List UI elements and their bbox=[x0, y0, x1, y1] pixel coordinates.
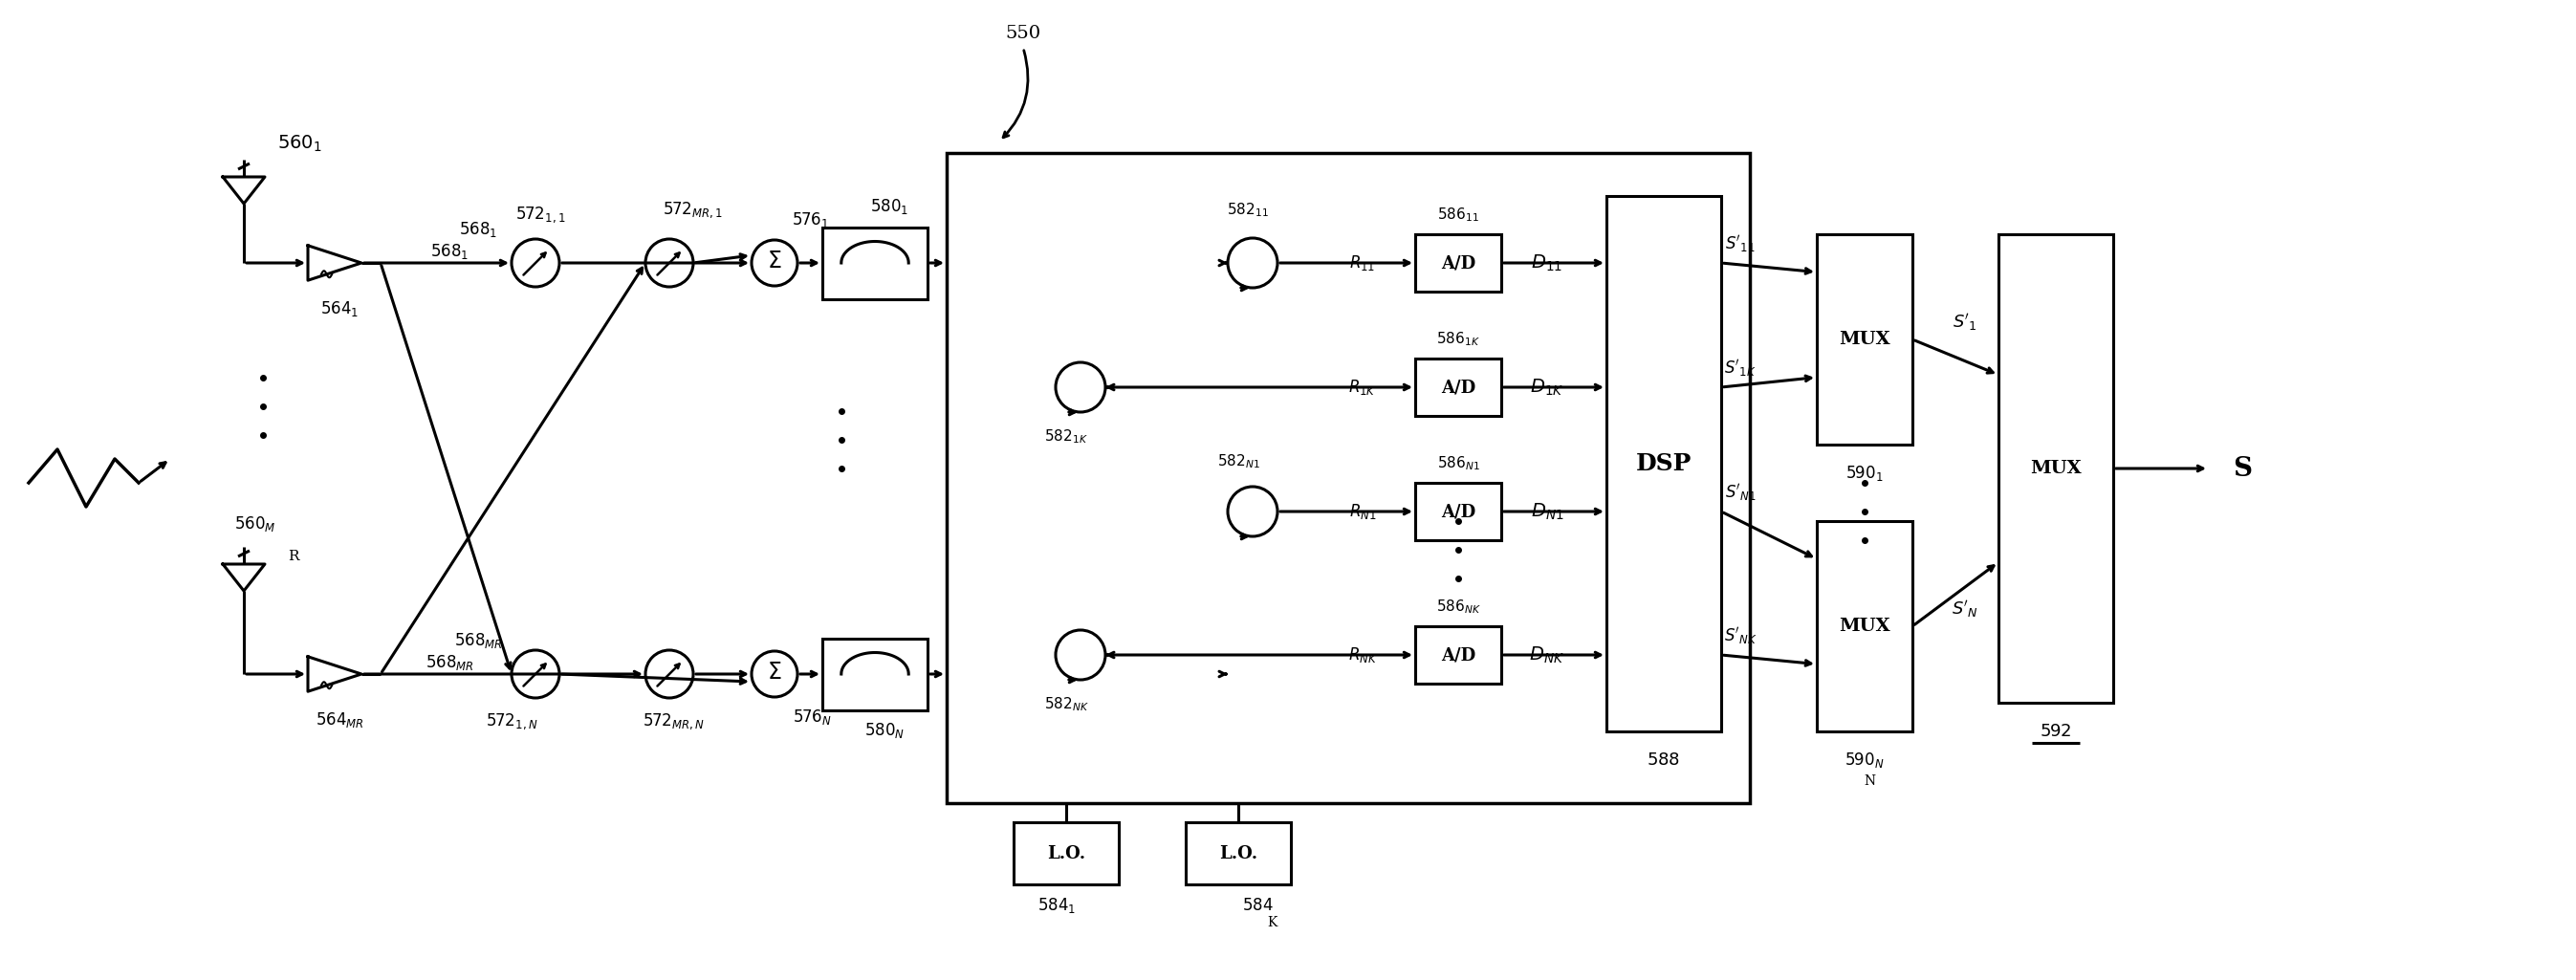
Text: MUX: MUX bbox=[1839, 617, 1891, 635]
Text: $590_N$: $590_N$ bbox=[1844, 751, 1886, 769]
Circle shape bbox=[1056, 363, 1105, 412]
Bar bbox=[822, 638, 927, 710]
Text: $R_{11}$: $R_{11}$ bbox=[1350, 254, 1376, 272]
Text: $586_{N1}$: $586_{N1}$ bbox=[1437, 455, 1479, 472]
Text: $572_{1,N}$: $572_{1,N}$ bbox=[484, 712, 538, 732]
Text: $586_{1K}$: $586_{1K}$ bbox=[1437, 330, 1481, 348]
Text: A/D: A/D bbox=[1440, 378, 1476, 396]
Text: $S'_1$: $S'_1$ bbox=[1953, 312, 1978, 333]
Text: $560_M$: $560_M$ bbox=[234, 514, 276, 533]
Bar bbox=[1999, 234, 2112, 703]
Bar bbox=[1414, 359, 1502, 416]
Bar bbox=[1185, 822, 1291, 884]
Text: $S'_{11}$: $S'_{11}$ bbox=[1726, 233, 1754, 255]
Text: $582_{N1}$: $582_{N1}$ bbox=[1216, 453, 1260, 470]
Circle shape bbox=[1056, 630, 1105, 680]
Text: $584$: $584$ bbox=[1242, 898, 1273, 913]
Text: A/D: A/D bbox=[1440, 503, 1476, 520]
Circle shape bbox=[1229, 238, 1278, 288]
Text: $568_1$: $568_1$ bbox=[430, 242, 469, 261]
Circle shape bbox=[1229, 487, 1278, 536]
Text: MUX: MUX bbox=[1839, 331, 1891, 348]
Circle shape bbox=[513, 239, 559, 287]
Text: $568_1$: $568_1$ bbox=[459, 220, 497, 239]
Text: $590_1$: $590_1$ bbox=[1847, 464, 1883, 483]
Text: 550: 550 bbox=[1005, 24, 1041, 42]
Text: $584_1$: $584_1$ bbox=[1038, 896, 1077, 915]
Bar bbox=[1414, 483, 1502, 540]
Text: $S'_{N1}$: $S'_{N1}$ bbox=[1723, 482, 1757, 503]
Text: R: R bbox=[289, 550, 299, 564]
Text: $576_1$: $576_1$ bbox=[793, 211, 829, 229]
Circle shape bbox=[647, 650, 693, 698]
Text: A/D: A/D bbox=[1440, 255, 1476, 271]
Bar bbox=[1816, 521, 1911, 731]
Text: $564_1$: $564_1$ bbox=[319, 299, 358, 318]
Bar bbox=[1414, 626, 1502, 684]
Text: N: N bbox=[1862, 774, 1875, 788]
Text: $572_{1,1}$: $572_{1,1}$ bbox=[515, 205, 564, 225]
Bar bbox=[1012, 822, 1118, 884]
Text: $D_{N1}$: $D_{N1}$ bbox=[1530, 502, 1564, 521]
Text: $R_{N1}$: $R_{N1}$ bbox=[1350, 502, 1376, 521]
Text: $D_{1K}$: $D_{1K}$ bbox=[1530, 377, 1564, 398]
Circle shape bbox=[647, 239, 693, 287]
Bar bbox=[1816, 234, 1911, 445]
Text: S: S bbox=[2233, 456, 2251, 481]
Text: $R_{NK}$: $R_{NK}$ bbox=[1347, 646, 1378, 664]
Text: $S'_{1K}$: $S'_{1K}$ bbox=[1723, 358, 1757, 378]
Text: $568_{MR}$: $568_{MR}$ bbox=[453, 631, 502, 650]
Text: $\Sigma$: $\Sigma$ bbox=[768, 662, 783, 684]
Text: $S'_N$: $S'_N$ bbox=[1953, 599, 1978, 619]
Text: $582_{11}$: $582_{11}$ bbox=[1226, 202, 1270, 220]
Circle shape bbox=[752, 651, 799, 697]
Text: L.O.: L.O. bbox=[1218, 845, 1257, 862]
Text: $572_{MR,N}$: $572_{MR,N}$ bbox=[644, 712, 706, 732]
Text: $586_{NK}$: $586_{NK}$ bbox=[1435, 598, 1481, 616]
Bar bbox=[822, 227, 927, 299]
Text: L.O.: L.O. bbox=[1046, 845, 1084, 862]
Circle shape bbox=[513, 650, 559, 698]
Text: $576_N$: $576_N$ bbox=[793, 708, 832, 726]
Text: $582_{NK}$: $582_{NK}$ bbox=[1043, 696, 1090, 713]
Text: $560_1$: $560_1$ bbox=[278, 133, 322, 154]
Bar bbox=[1607, 196, 1721, 731]
Text: $S'_{NK}$: $S'_{NK}$ bbox=[1723, 625, 1757, 647]
Text: $588$: $588$ bbox=[1646, 752, 1680, 768]
Text: $592$: $592$ bbox=[2040, 723, 2071, 740]
Bar bbox=[1414, 234, 1502, 292]
Bar bbox=[945, 153, 1749, 804]
Text: $\Sigma$: $\Sigma$ bbox=[768, 251, 783, 273]
Text: $582_{1K}$: $582_{1K}$ bbox=[1043, 428, 1087, 446]
Text: K: K bbox=[1267, 916, 1278, 929]
Circle shape bbox=[752, 240, 799, 286]
Text: MUX: MUX bbox=[2030, 460, 2081, 477]
Text: $580_N$: $580_N$ bbox=[866, 721, 904, 741]
Text: $564_{MR}$: $564_{MR}$ bbox=[314, 710, 363, 729]
Text: $R_{1K}$: $R_{1K}$ bbox=[1350, 377, 1376, 397]
Text: $D_{NK}$: $D_{NK}$ bbox=[1530, 645, 1564, 665]
Text: A/D: A/D bbox=[1440, 647, 1476, 663]
Text: $580_1$: $580_1$ bbox=[871, 196, 909, 216]
Text: $568_{MR}$: $568_{MR}$ bbox=[425, 653, 474, 672]
Text: DSP: DSP bbox=[1636, 452, 1692, 475]
Text: $586_{11}$: $586_{11}$ bbox=[1437, 206, 1479, 224]
Text: $D_{11}$: $D_{11}$ bbox=[1530, 253, 1564, 273]
Text: $572_{MR,1}$: $572_{MR,1}$ bbox=[662, 201, 724, 221]
